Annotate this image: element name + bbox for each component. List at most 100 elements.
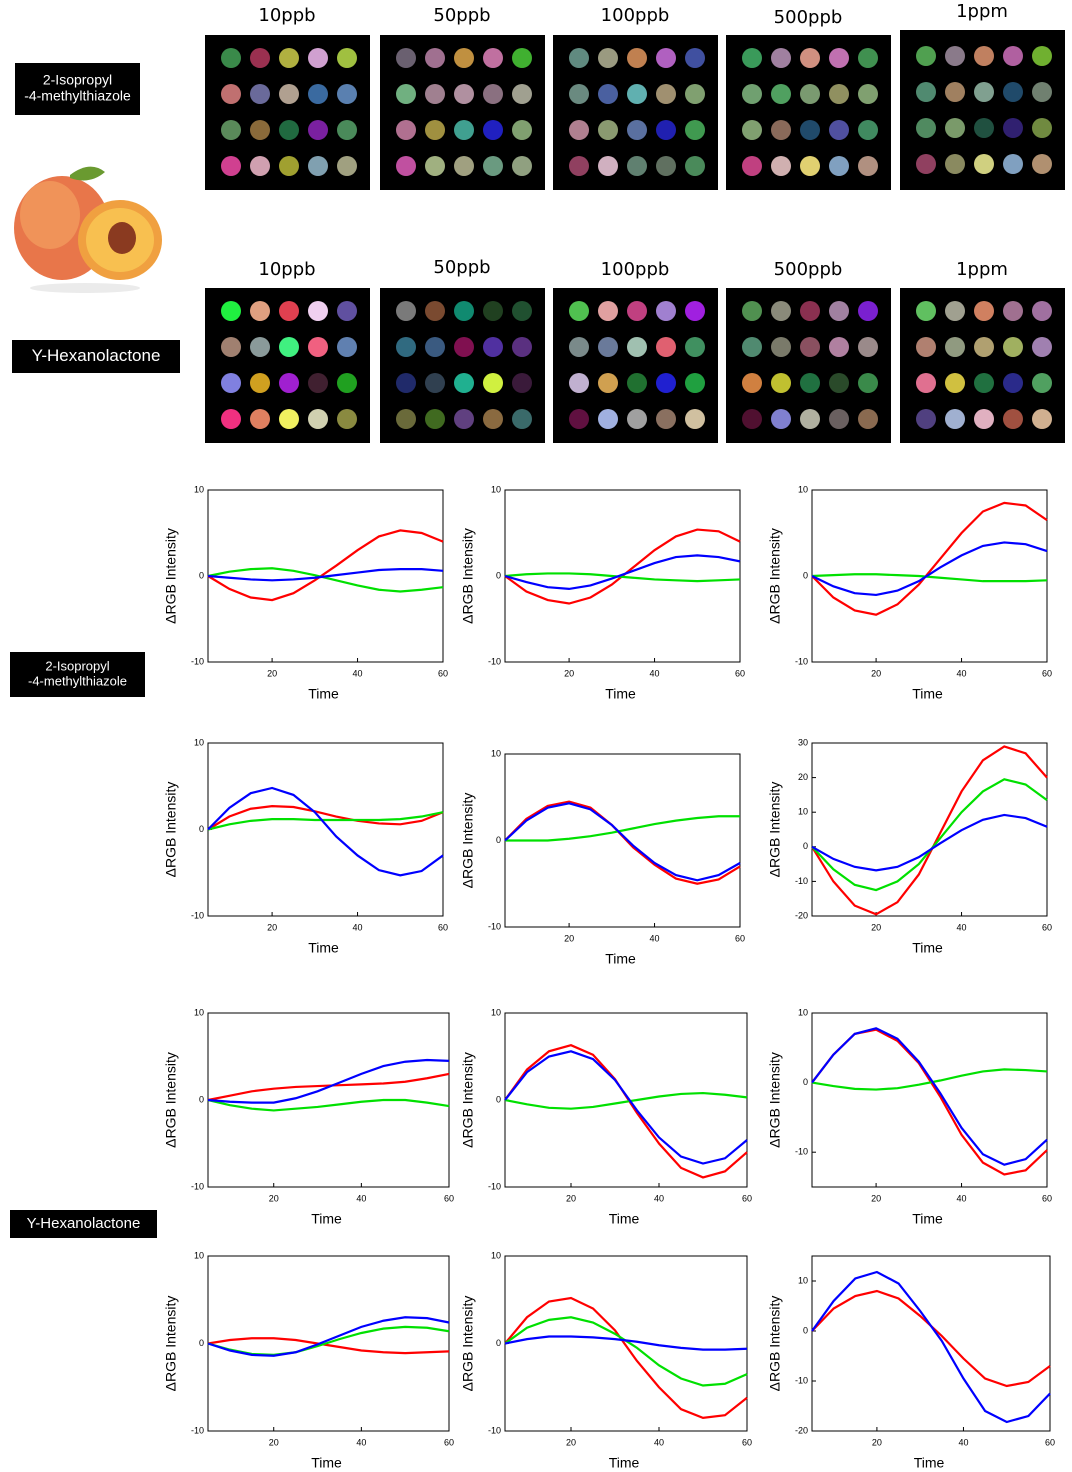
data-line — [812, 1030, 1047, 1175]
sensor-dot — [800, 156, 820, 176]
x-tick-label: 40 — [650, 668, 660, 678]
line-chart: -10010204060TimeΔRGB Intensity — [163, 484, 448, 701]
sensor-dot — [425, 120, 445, 140]
sensor-dot — [221, 409, 241, 429]
sensor-dot — [945, 46, 965, 66]
sensor-dot — [742, 337, 762, 357]
x-tick-label: 20 — [566, 1437, 576, 1447]
line-chart: -20-10010204060TimeΔRGB Intensity — [767, 1256, 1055, 1471]
sensor-dot — [974, 409, 994, 429]
line-chart: -10010204060TimeΔRGB Intensity — [163, 737, 448, 955]
sensor-dot — [858, 373, 878, 393]
sensor-dot — [454, 120, 474, 140]
concentration-label: 1ppm — [956, 1, 1008, 22]
sensor-dot — [396, 156, 416, 176]
concentration-label: 10ppb — [258, 259, 315, 280]
sensor-dot — [308, 337, 328, 357]
sensor-dot — [569, 409, 589, 429]
y-axis-label: ΔRGB Intensity — [767, 1052, 783, 1148]
y-axis-label: ΔRGB Intensity — [767, 528, 783, 624]
sensor-dot — [425, 156, 445, 176]
y-tick-label: -10 — [191, 910, 204, 920]
sensor-dot — [454, 84, 474, 104]
sensor-dot — [250, 120, 270, 140]
sensor-dot — [337, 156, 357, 176]
line-chart: -10010204060TimeΔRGB Intensity — [767, 484, 1052, 701]
x-tick-label: 60 — [444, 1193, 454, 1203]
x-tick-label: 40 — [650, 933, 660, 943]
data-line — [505, 530, 740, 604]
sensor-dot — [945, 409, 965, 429]
sensor-dot — [916, 118, 936, 138]
data-line — [812, 1291, 1050, 1386]
x-tick-label: 40 — [958, 1437, 968, 1447]
sensor-dot — [221, 337, 241, 357]
sensor-dot — [916, 82, 936, 102]
x-tick-label: 60 — [1042, 922, 1052, 932]
y-tick-label: 0 — [199, 824, 204, 834]
sensor-dot — [627, 48, 647, 68]
sensor-dot — [483, 337, 503, 357]
x-tick-label: 20 — [267, 922, 277, 932]
sensor-dot — [974, 46, 994, 66]
data-line — [505, 1045, 747, 1177]
sensor-dot — [425, 48, 445, 68]
y-tick-label: 0 — [199, 1338, 204, 1348]
sensor-dot — [337, 120, 357, 140]
y-tick-label: -10 — [488, 656, 501, 666]
sensor-dot — [337, 373, 357, 393]
sensor-dot — [771, 156, 791, 176]
x-axis-label: Time — [914, 1455, 945, 1471]
data-line — [208, 530, 443, 600]
sensor-dot — [221, 301, 241, 321]
sensor-dot — [1032, 82, 1052, 102]
sensor-dot — [656, 409, 676, 429]
sensor-dot — [425, 409, 445, 429]
sensor-dot — [512, 337, 532, 357]
sensor-dot — [308, 84, 328, 104]
data-line — [812, 1272, 1050, 1422]
sensor-dot — [279, 301, 299, 321]
data-line — [812, 542, 1047, 594]
x-axis-label: Time — [912, 1211, 943, 1227]
sensor-dot — [656, 48, 676, 68]
data-line — [505, 1298, 747, 1418]
x-tick-label: 40 — [957, 1193, 967, 1203]
sensor-dot — [337, 84, 357, 104]
x-tick-label: 40 — [356, 1437, 366, 1447]
y-axis-label: ΔRGB Intensity — [163, 528, 179, 624]
y-tick-label: -20 — [795, 910, 808, 920]
sensor-dot — [656, 84, 676, 104]
plot-frame — [812, 743, 1047, 916]
y-tick-label: 10 — [194, 737, 204, 747]
sensor-dot — [742, 48, 762, 68]
data-line — [208, 788, 443, 875]
sensor-dot — [771, 373, 791, 393]
x-axis-label: Time — [609, 1211, 640, 1227]
x-tick-label: 40 — [356, 1193, 366, 1203]
sensor-dot — [221, 48, 241, 68]
sensor-dot — [771, 301, 791, 321]
sensor-dot — [771, 84, 791, 104]
sensor-dot — [483, 373, 503, 393]
sensor-dot — [771, 48, 791, 68]
page: 10ppb50ppb100ppb500ppb1ppm10ppb50ppb100p… — [0, 0, 1072, 1472]
sensor-dot — [308, 120, 328, 140]
sensor-dot — [685, 373, 705, 393]
sensor-dot — [396, 120, 416, 140]
sensor-dot — [829, 409, 849, 429]
sensor-dot — [829, 156, 849, 176]
sensor-dot — [569, 301, 589, 321]
plot-frame — [208, 743, 443, 916]
x-tick-label: 20 — [871, 668, 881, 678]
sensor-dot — [569, 373, 589, 393]
sensor-dot — [974, 373, 994, 393]
sensor-dot — [627, 337, 647, 357]
y-tick-label: -10 — [488, 1181, 501, 1191]
x-tick-label: 40 — [353, 668, 363, 678]
sensor-dot — [454, 337, 474, 357]
data-line — [812, 815, 1047, 870]
sensor-dot — [308, 48, 328, 68]
sensor-dot — [512, 84, 532, 104]
sensor-dot — [685, 409, 705, 429]
